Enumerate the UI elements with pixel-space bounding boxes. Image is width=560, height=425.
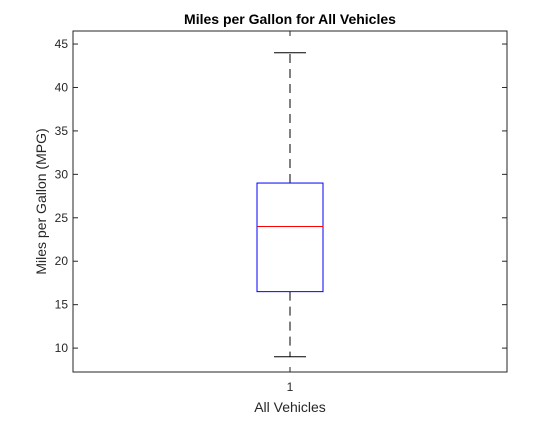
- y-axis-ticks: 10 15 20 25 30 35 40 45: [55, 37, 507, 355]
- x-axis-ticks: 1: [287, 31, 294, 394]
- chart-title: Miles per Gallon for All Vehicles: [184, 11, 396, 27]
- y-tick-label: 45: [55, 37, 69, 51]
- y-axis-label: Miles per Gallon (MPG): [33, 128, 49, 274]
- y-tick-label: 10: [55, 341, 69, 355]
- y-tick-label: 40: [55, 80, 69, 94]
- iqr-box: [256, 182, 324, 293]
- plot-area: [72, 30, 508, 373]
- y-tick-label: 15: [55, 298, 69, 312]
- y-tick-label: 25: [55, 211, 69, 225]
- box-series: [256, 52, 324, 358]
- y-tick-label: 20: [55, 254, 69, 268]
- x-axis-label: All Vehicles: [254, 399, 326, 415]
- y-tick-label: 35: [55, 124, 69, 138]
- x-tick-label: 1: [287, 380, 294, 394]
- y-tick-label: 30: [55, 167, 69, 181]
